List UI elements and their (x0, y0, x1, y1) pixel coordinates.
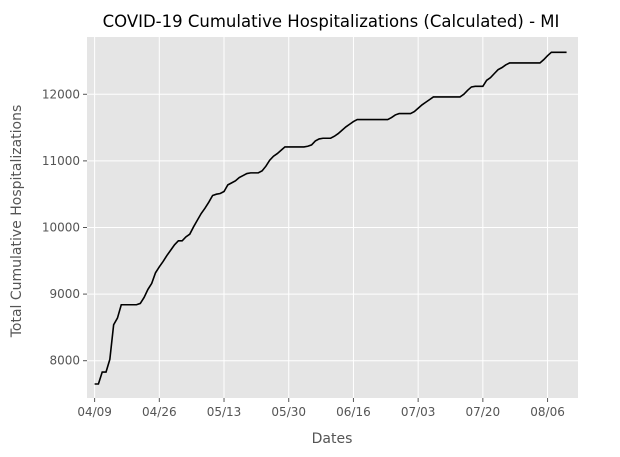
x-axis-label: Dates (312, 431, 353, 447)
x-tick-label: 05/30 (271, 405, 306, 419)
tick-labels: 04/09 04/26 05/13 05/30 06/16 07/03 07/20 08/06… (42, 87, 565, 419)
chart-title: COVID-19 Cumulative Hospitalizations (Ca… (103, 12, 560, 31)
x-tick-label: 07/20 (466, 405, 501, 419)
y-tick-label: 12000 (42, 87, 80, 101)
plot-area (87, 37, 578, 398)
x-tick-label: 04/26 (142, 405, 177, 419)
grid-lines (87, 37, 578, 398)
y-tick-label: 9000 (49, 287, 80, 301)
y-tick-label: 11000 (42, 154, 80, 168)
series-line (94, 51, 567, 385)
x-tick-label: 04/09 (77, 405, 112, 419)
y-axis-label: Total Cumulative Hospitalizations (9, 105, 25, 339)
x-tick-label: 05/13 (207, 405, 242, 419)
x-tick-label: 08/06 (530, 405, 565, 419)
x-tick-label: 06/16 (336, 405, 371, 419)
y-tick-label: 8000 (49, 354, 80, 368)
x-tick-label: 07/03 (401, 405, 436, 419)
y-tick-label: 10000 (42, 220, 80, 234)
